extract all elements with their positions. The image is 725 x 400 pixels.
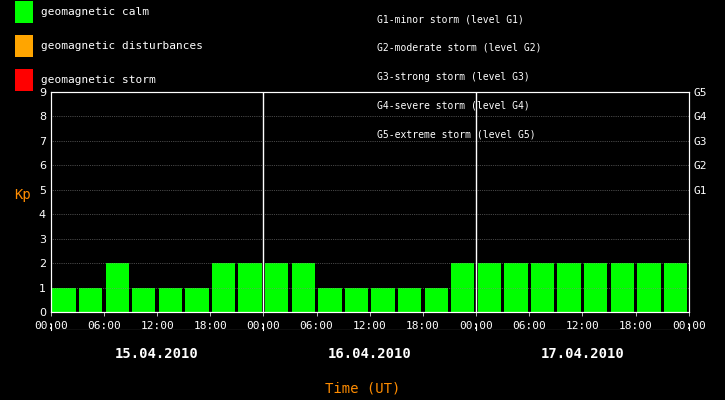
- Bar: [371, 288, 394, 312]
- Bar: [398, 288, 421, 312]
- Text: 15.04.2010: 15.04.2010: [115, 347, 199, 361]
- Text: geomagnetic calm: geomagnetic calm: [41, 7, 149, 17]
- Bar: [664, 263, 687, 312]
- Bar: [451, 263, 474, 312]
- Bar: [425, 288, 448, 312]
- Y-axis label: Kp: Kp: [14, 188, 30, 202]
- Bar: [478, 263, 501, 312]
- Bar: [291, 263, 315, 312]
- Text: Time (UT): Time (UT): [325, 382, 400, 396]
- Text: G1-minor storm (level G1): G1-minor storm (level G1): [377, 14, 524, 24]
- Bar: [505, 263, 528, 312]
- Bar: [159, 288, 182, 312]
- Bar: [212, 263, 235, 312]
- Bar: [186, 288, 209, 312]
- Text: G2-moderate storm (level G2): G2-moderate storm (level G2): [377, 43, 542, 53]
- Bar: [531, 263, 554, 312]
- Bar: [239, 263, 262, 312]
- Bar: [52, 288, 75, 312]
- Bar: [106, 263, 129, 312]
- Text: G4-severe storm (level G4): G4-severe storm (level G4): [377, 100, 530, 110]
- Bar: [79, 288, 102, 312]
- Bar: [265, 263, 289, 312]
- Bar: [584, 263, 608, 312]
- Text: G3-strong storm (level G3): G3-strong storm (level G3): [377, 72, 530, 82]
- Bar: [345, 288, 368, 312]
- Text: geomagnetic storm: geomagnetic storm: [41, 75, 156, 85]
- Bar: [318, 288, 341, 312]
- Text: 17.04.2010: 17.04.2010: [541, 347, 624, 361]
- Text: geomagnetic disturbances: geomagnetic disturbances: [41, 41, 203, 51]
- Bar: [610, 263, 634, 312]
- Text: G5-extreme storm (level G5): G5-extreme storm (level G5): [377, 129, 536, 139]
- Bar: [558, 263, 581, 312]
- Bar: [637, 263, 660, 312]
- Bar: [132, 288, 155, 312]
- Text: 16.04.2010: 16.04.2010: [328, 347, 412, 361]
